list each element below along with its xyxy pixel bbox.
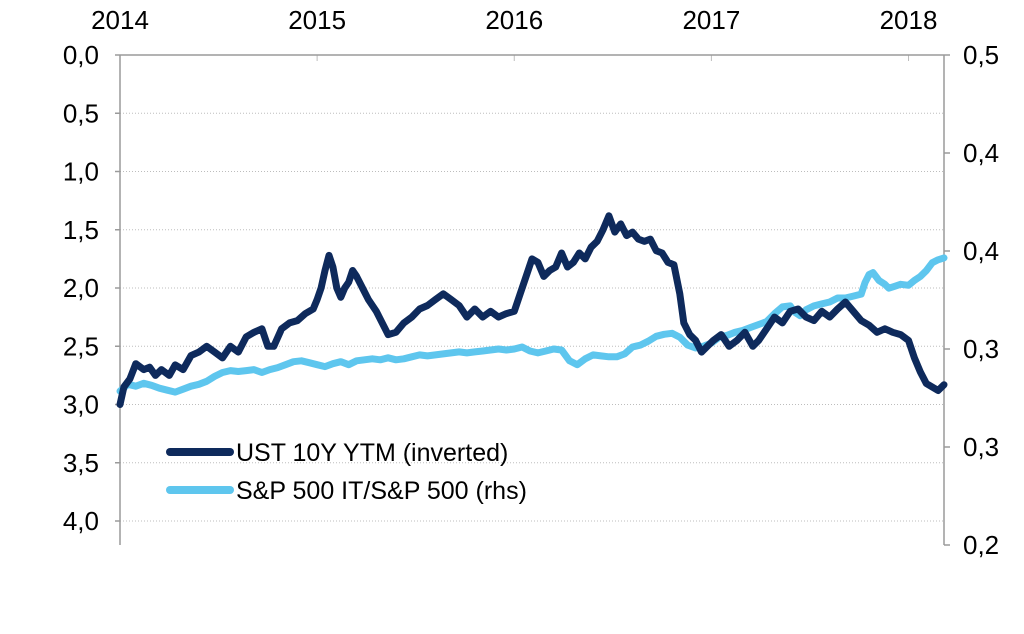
x-tick-label-2016: 2016 — [485, 5, 543, 35]
left-tick-label-6: 3,0 — [63, 390, 99, 420]
right-tick-label-5: 0,5 — [963, 40, 999, 70]
left-tick-label-4: 2,0 — [63, 273, 99, 303]
left-axis-ticks: 0,0 0,5 1,0 1,5 2,0 2,5 3,0 3,5 4,0 — [63, 40, 120, 536]
axes — [119, 54, 945, 545]
right-tick-label-0: 0,2 — [963, 530, 999, 560]
left-tick-label-0: 0,0 — [63, 40, 99, 70]
legend-label-1: S&P 500 IT/S&P 500 (rhs) — [236, 477, 527, 505]
left-tick-label-1: 0,5 — [63, 98, 99, 128]
left-tick-label-8: 4,0 — [63, 506, 99, 536]
right-tick-label-4: 0,4 — [963, 138, 999, 168]
x-axis-ticks: 2014 2015 2016 2017 2018 — [91, 5, 937, 35]
series-layer — [116, 212, 948, 408]
x-tick-label-2018: 2018 — [880, 5, 938, 35]
right-tick-label-2: 0,3 — [963, 334, 999, 364]
x-tick-label-2017: 2017 — [682, 5, 740, 35]
x-tick-label-2015: 2015 — [288, 5, 346, 35]
legend-label-0: UST 10Y YTM (inverted) — [236, 439, 508, 467]
x-tick-label-2014: 2014 — [91, 5, 149, 35]
series-line-sp500-it-ratio — [116, 254, 948, 396]
left-tick-label-2: 1,0 — [63, 157, 99, 187]
right-tick-label-3: 0,4 — [963, 236, 999, 266]
left-tick-label-5: 2,5 — [63, 331, 99, 361]
legend: UST 10Y YTM (inverted) S&P 500 IT/S&P 500… — [166, 439, 527, 505]
series-line-ust-10y — [116, 212, 948, 408]
left-tick-label-3: 1,5 — [63, 215, 99, 245]
right-tick-label-1: 0,3 — [963, 432, 999, 462]
right-axis-ticks: 0,2 0,3 0,3 0,4 0,4 0,5 — [944, 40, 999, 560]
left-tick-label-7: 3,5 — [63, 448, 99, 478]
